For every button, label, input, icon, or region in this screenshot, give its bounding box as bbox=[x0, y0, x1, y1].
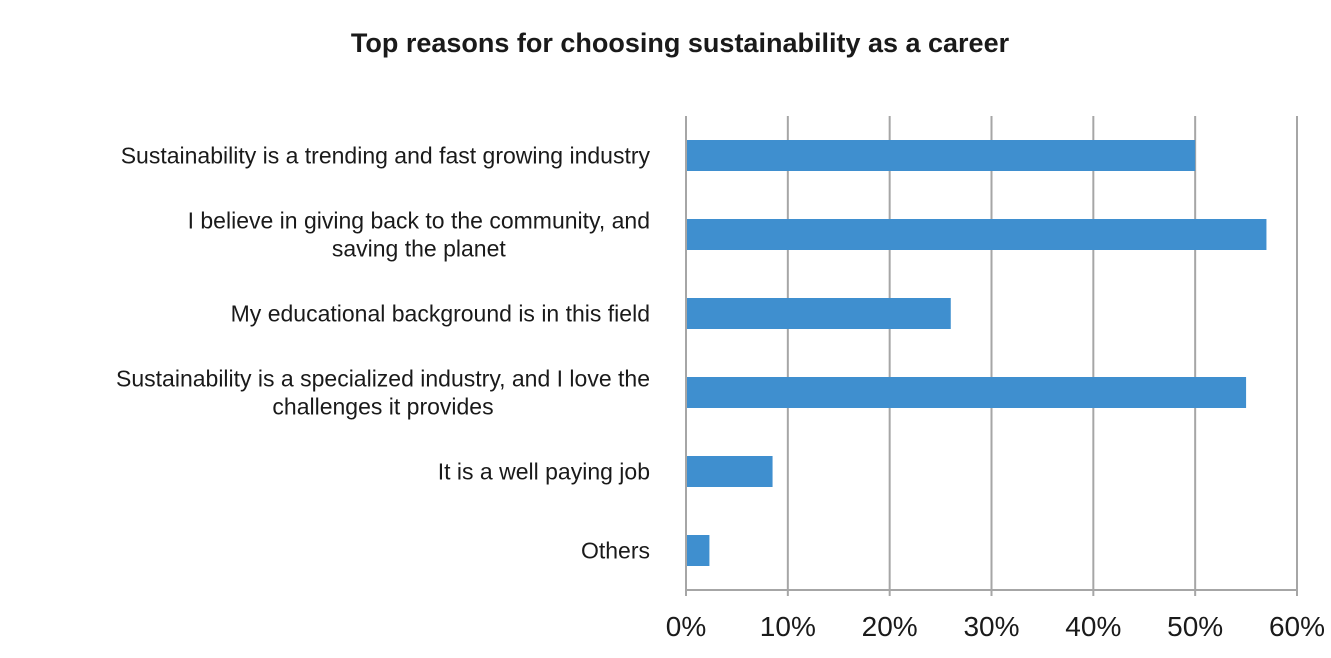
category-label: Sustainability is a specialized industry… bbox=[116, 366, 650, 392]
category-label: saving the planet bbox=[332, 236, 507, 262]
bar bbox=[687, 140, 1196, 171]
category-label: I believe in giving back to the communit… bbox=[188, 208, 650, 234]
category-label: Others bbox=[581, 538, 650, 564]
category-label: My educational background is in this fie… bbox=[231, 301, 650, 327]
bar bbox=[687, 535, 710, 566]
x-tick-labels: 0% 10% 20% 30% 40% 50% 60% bbox=[666, 611, 1325, 642]
category-label: challenges it provides bbox=[272, 394, 493, 420]
x-tick-label: 20% bbox=[862, 611, 918, 642]
chart-title: Top reasons for choosing sustainability … bbox=[351, 28, 1010, 58]
bar bbox=[687, 377, 1247, 408]
x-tick-label: 0% bbox=[666, 611, 706, 642]
x-tick-label: 60% bbox=[1269, 611, 1325, 642]
bars bbox=[687, 140, 1267, 566]
category-labels: Sustainability is a trending and fast gr… bbox=[116, 143, 650, 564]
bar bbox=[687, 456, 773, 487]
gridlines bbox=[786, 116, 1298, 590]
x-tick-label: 50% bbox=[1167, 611, 1223, 642]
x-tick-label: 10% bbox=[760, 611, 816, 642]
axes bbox=[685, 116, 1298, 596]
bar bbox=[687, 298, 951, 329]
category-label: Sustainability is a trending and fast gr… bbox=[121, 143, 651, 169]
bar bbox=[687, 219, 1267, 250]
x-tick-label: 40% bbox=[1065, 611, 1121, 642]
x-tick-label: 30% bbox=[963, 611, 1019, 642]
category-label: It is a well paying job bbox=[438, 459, 650, 485]
